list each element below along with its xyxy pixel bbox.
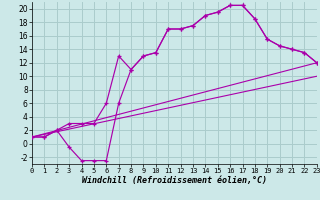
X-axis label: Windchill (Refroidissement éolien,°C): Windchill (Refroidissement éolien,°C) bbox=[82, 176, 267, 185]
